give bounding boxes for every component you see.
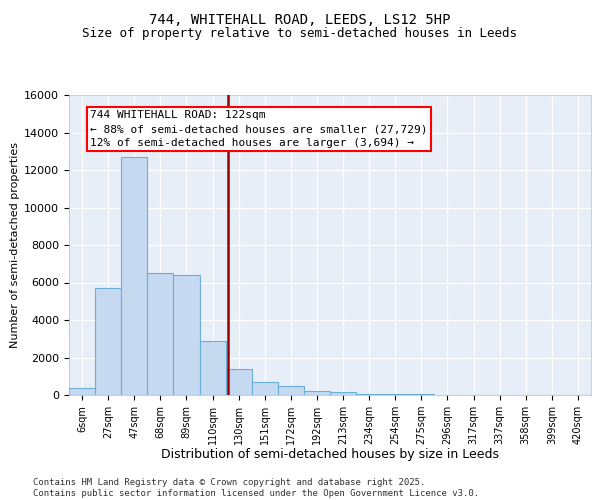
Text: Contains HM Land Registry data © Crown copyright and database right 2025.
Contai: Contains HM Land Registry data © Crown c… <box>33 478 479 498</box>
Y-axis label: Number of semi-detached properties: Number of semi-detached properties <box>10 142 20 348</box>
Bar <box>330 392 356 395</box>
Text: Size of property relative to semi-detached houses in Leeds: Size of property relative to semi-detach… <box>83 28 517 40</box>
Bar <box>252 382 278 395</box>
Bar <box>121 157 148 395</box>
Text: 744, WHITEHALL ROAD, LEEDS, LS12 5HP: 744, WHITEHALL ROAD, LEEDS, LS12 5HP <box>149 12 451 26</box>
Bar <box>409 394 434 395</box>
Bar <box>278 386 304 395</box>
X-axis label: Distribution of semi-detached houses by size in Leeds: Distribution of semi-detached houses by … <box>161 448 499 462</box>
Bar <box>382 394 409 395</box>
Bar <box>356 394 382 395</box>
Bar <box>69 388 95 395</box>
Bar <box>304 391 330 395</box>
Bar <box>226 369 252 395</box>
Bar <box>148 273 173 395</box>
Bar <box>95 288 121 395</box>
Bar <box>173 275 199 395</box>
Bar <box>199 340 226 395</box>
Text: 744 WHITEHALL ROAD: 122sqm
← 88% of semi-detached houses are smaller (27,729)
12: 744 WHITEHALL ROAD: 122sqm ← 88% of semi… <box>90 110 427 148</box>
